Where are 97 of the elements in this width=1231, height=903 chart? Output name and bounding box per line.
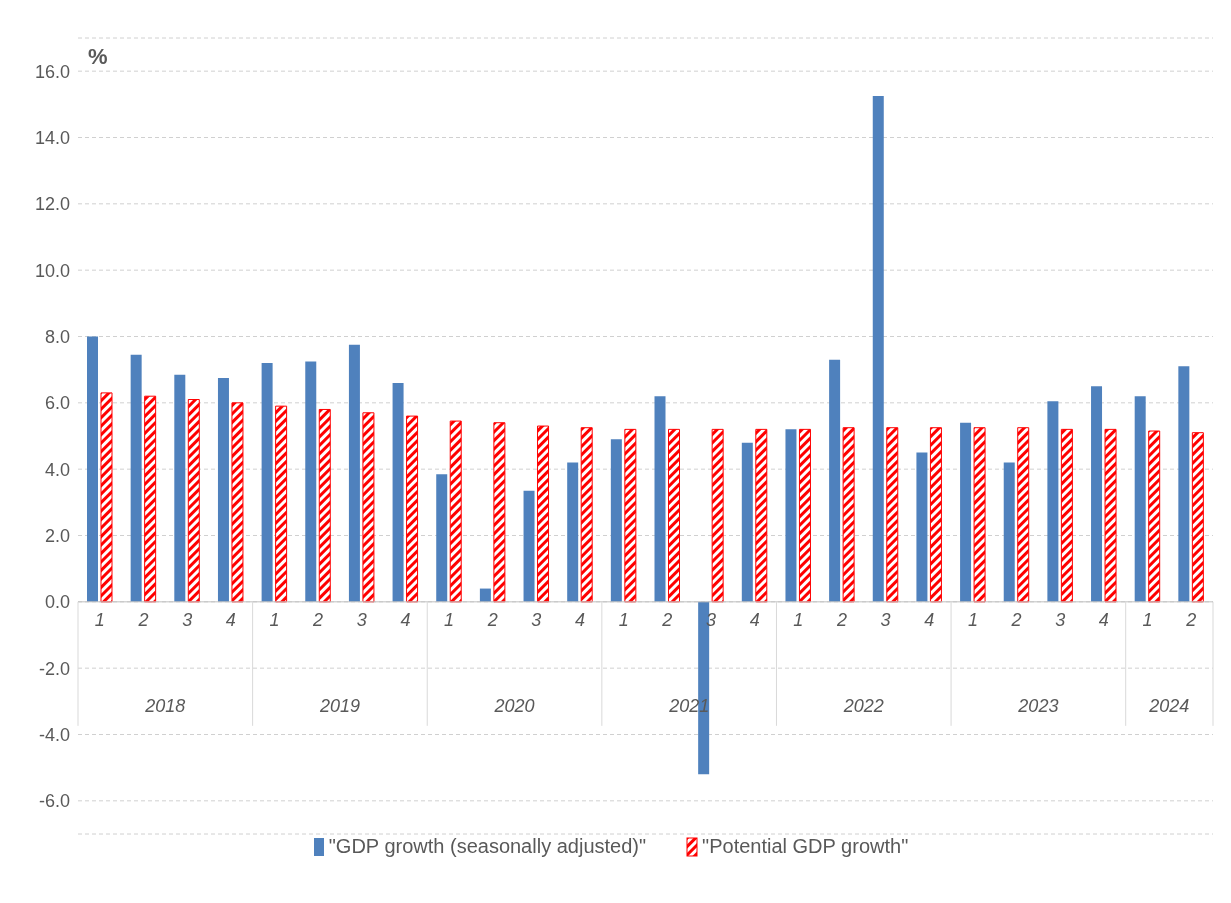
bar xyxy=(493,422,506,603)
y-tick-label: -4.0 xyxy=(38,724,70,745)
annotation: 2020 xyxy=(493,695,535,716)
bar xyxy=(392,382,404,602)
bar xyxy=(668,428,680,603)
bar xyxy=(929,427,942,603)
bar xyxy=(785,429,797,602)
bar xyxy=(1047,401,1059,602)
bar xyxy=(318,408,331,603)
y-tick-label: 0.0 xyxy=(44,592,70,613)
x-tick-label: 2 xyxy=(661,609,673,630)
bar xyxy=(231,402,244,603)
annotation: 2024 xyxy=(1148,695,1190,716)
x-tick-label: 1 xyxy=(269,609,280,630)
y-tick-label: -6.0 xyxy=(38,791,70,812)
x-tick-label: 3 xyxy=(182,609,193,630)
x-tick-label: 2 xyxy=(1185,609,1197,630)
x-tick-label: 2 xyxy=(312,609,324,630)
bar xyxy=(580,427,593,603)
x-tick-label: 4 xyxy=(225,609,236,630)
bar xyxy=(130,354,142,602)
y-tick-label: 4.0 xyxy=(44,459,70,480)
bar xyxy=(187,399,200,603)
bar xyxy=(362,412,375,603)
y-tick-label: -2.0 xyxy=(38,658,70,679)
bar xyxy=(217,377,229,602)
bar xyxy=(798,428,811,603)
bar xyxy=(1003,462,1015,602)
bar xyxy=(741,442,753,602)
bar xyxy=(755,428,768,603)
y-tick-label: 6.0 xyxy=(44,393,70,414)
bar xyxy=(654,396,666,602)
annotation: 2022 xyxy=(842,695,884,716)
bar xyxy=(87,336,98,602)
bar xyxy=(960,422,972,602)
bar xyxy=(100,392,113,603)
bar xyxy=(624,428,637,603)
bar xyxy=(523,490,535,602)
bar xyxy=(1191,432,1204,603)
legend-label: "GDP growth (seasonally adjusted)" xyxy=(328,835,647,858)
y-axis-title: % xyxy=(88,44,108,69)
bar xyxy=(449,420,462,603)
x-tick-label: 4 xyxy=(400,609,411,630)
bar xyxy=(973,427,986,603)
bar xyxy=(842,427,855,603)
bar xyxy=(1148,430,1161,603)
bar xyxy=(537,425,550,603)
y-tick-label: 10.0 xyxy=(34,260,70,281)
bar xyxy=(144,395,157,603)
bar xyxy=(610,439,622,602)
x-tick-label: 1 xyxy=(1142,609,1153,630)
y-tick-label: 2.0 xyxy=(44,525,70,546)
x-tick-label: 1 xyxy=(793,609,804,630)
bar xyxy=(348,344,360,602)
x-tick-label: 3 xyxy=(356,609,367,630)
x-tick-label: 2 xyxy=(1010,609,1022,630)
x-tick-label: 1 xyxy=(618,609,629,630)
x-tick-label: 4 xyxy=(924,609,935,630)
x-tick-label: 2 xyxy=(835,609,847,630)
x-tick-label: 2 xyxy=(486,609,498,630)
y-tick-label: 8.0 xyxy=(44,326,70,347)
annotation: 2018 xyxy=(144,695,186,716)
x-tick-label: 4 xyxy=(749,609,760,630)
bar xyxy=(1178,366,1190,602)
bar xyxy=(305,361,317,602)
bar xyxy=(1134,396,1146,602)
x-tick-label: 3 xyxy=(1055,609,1066,630)
bar xyxy=(1091,386,1103,602)
y-tick-label: 12.0 xyxy=(34,194,70,215)
x-tick-label: 4 xyxy=(575,609,586,630)
x-tick-label: 3 xyxy=(531,609,542,630)
bar xyxy=(829,359,841,602)
x-tick-label: 1 xyxy=(94,609,105,630)
y-tick-label: 16.0 xyxy=(34,61,70,82)
x-tick-label: 2 xyxy=(137,609,149,630)
bar xyxy=(275,405,288,603)
x-tick-label: 3 xyxy=(880,609,891,630)
bar xyxy=(1060,428,1073,603)
annotation: 2019 xyxy=(318,695,360,716)
x-tick-label: 1 xyxy=(967,609,978,630)
bar xyxy=(174,374,186,602)
bar xyxy=(1104,428,1117,603)
y-tick-label: 14.0 xyxy=(34,127,70,148)
bar xyxy=(406,415,419,603)
legend-label: "Potential GDP growth" xyxy=(702,835,909,858)
bar xyxy=(1017,427,1030,603)
bar xyxy=(479,588,491,602)
x-tick-label: 4 xyxy=(1098,609,1109,630)
annotation: 2023 xyxy=(1017,695,1059,716)
bar xyxy=(436,474,448,602)
bar xyxy=(567,462,579,602)
bar xyxy=(916,452,928,602)
bar xyxy=(261,363,273,602)
x-tick-label: 1 xyxy=(444,609,455,630)
bar xyxy=(711,428,724,603)
bar xyxy=(886,427,899,603)
bar xyxy=(872,96,884,602)
